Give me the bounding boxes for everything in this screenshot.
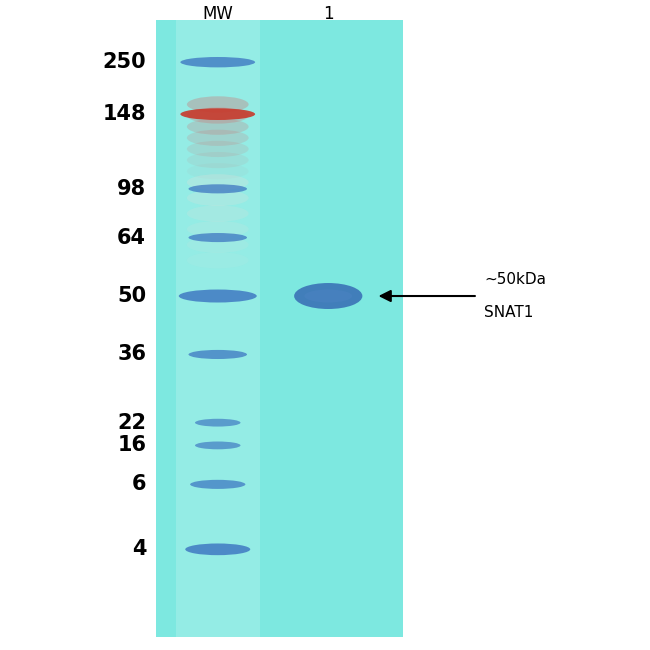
Ellipse shape bbox=[187, 152, 248, 168]
Text: SNAT1: SNAT1 bbox=[484, 305, 534, 320]
Ellipse shape bbox=[185, 543, 250, 555]
Text: 50: 50 bbox=[117, 286, 146, 306]
Ellipse shape bbox=[179, 289, 257, 302]
Ellipse shape bbox=[187, 205, 248, 222]
Ellipse shape bbox=[187, 174, 248, 190]
Ellipse shape bbox=[188, 233, 247, 242]
Ellipse shape bbox=[187, 107, 248, 124]
Text: 64: 64 bbox=[117, 227, 146, 248]
Text: 148: 148 bbox=[103, 104, 146, 124]
Text: 4: 4 bbox=[132, 540, 146, 559]
Bar bbox=[176, 20, 260, 637]
Text: ~50kDa: ~50kDa bbox=[484, 272, 546, 287]
Text: 98: 98 bbox=[117, 179, 146, 199]
Ellipse shape bbox=[195, 419, 240, 426]
Ellipse shape bbox=[188, 350, 247, 359]
Text: 36: 36 bbox=[117, 344, 146, 365]
Ellipse shape bbox=[294, 283, 363, 309]
Text: MW: MW bbox=[202, 5, 233, 23]
Ellipse shape bbox=[187, 190, 248, 206]
Bar bbox=[156, 20, 403, 637]
Ellipse shape bbox=[187, 130, 248, 146]
Text: 1: 1 bbox=[323, 5, 333, 23]
Ellipse shape bbox=[187, 96, 248, 112]
Ellipse shape bbox=[188, 185, 247, 194]
Ellipse shape bbox=[181, 109, 255, 120]
Ellipse shape bbox=[187, 141, 248, 157]
Ellipse shape bbox=[187, 252, 248, 268]
Ellipse shape bbox=[187, 237, 248, 253]
Text: 6: 6 bbox=[132, 474, 146, 495]
Text: 16: 16 bbox=[117, 436, 146, 456]
Ellipse shape bbox=[187, 221, 248, 237]
Text: 250: 250 bbox=[103, 52, 146, 72]
Text: 22: 22 bbox=[117, 413, 146, 433]
Ellipse shape bbox=[190, 480, 246, 489]
Ellipse shape bbox=[181, 57, 255, 68]
Ellipse shape bbox=[195, 441, 240, 449]
Ellipse shape bbox=[187, 118, 248, 135]
Ellipse shape bbox=[304, 289, 352, 302]
